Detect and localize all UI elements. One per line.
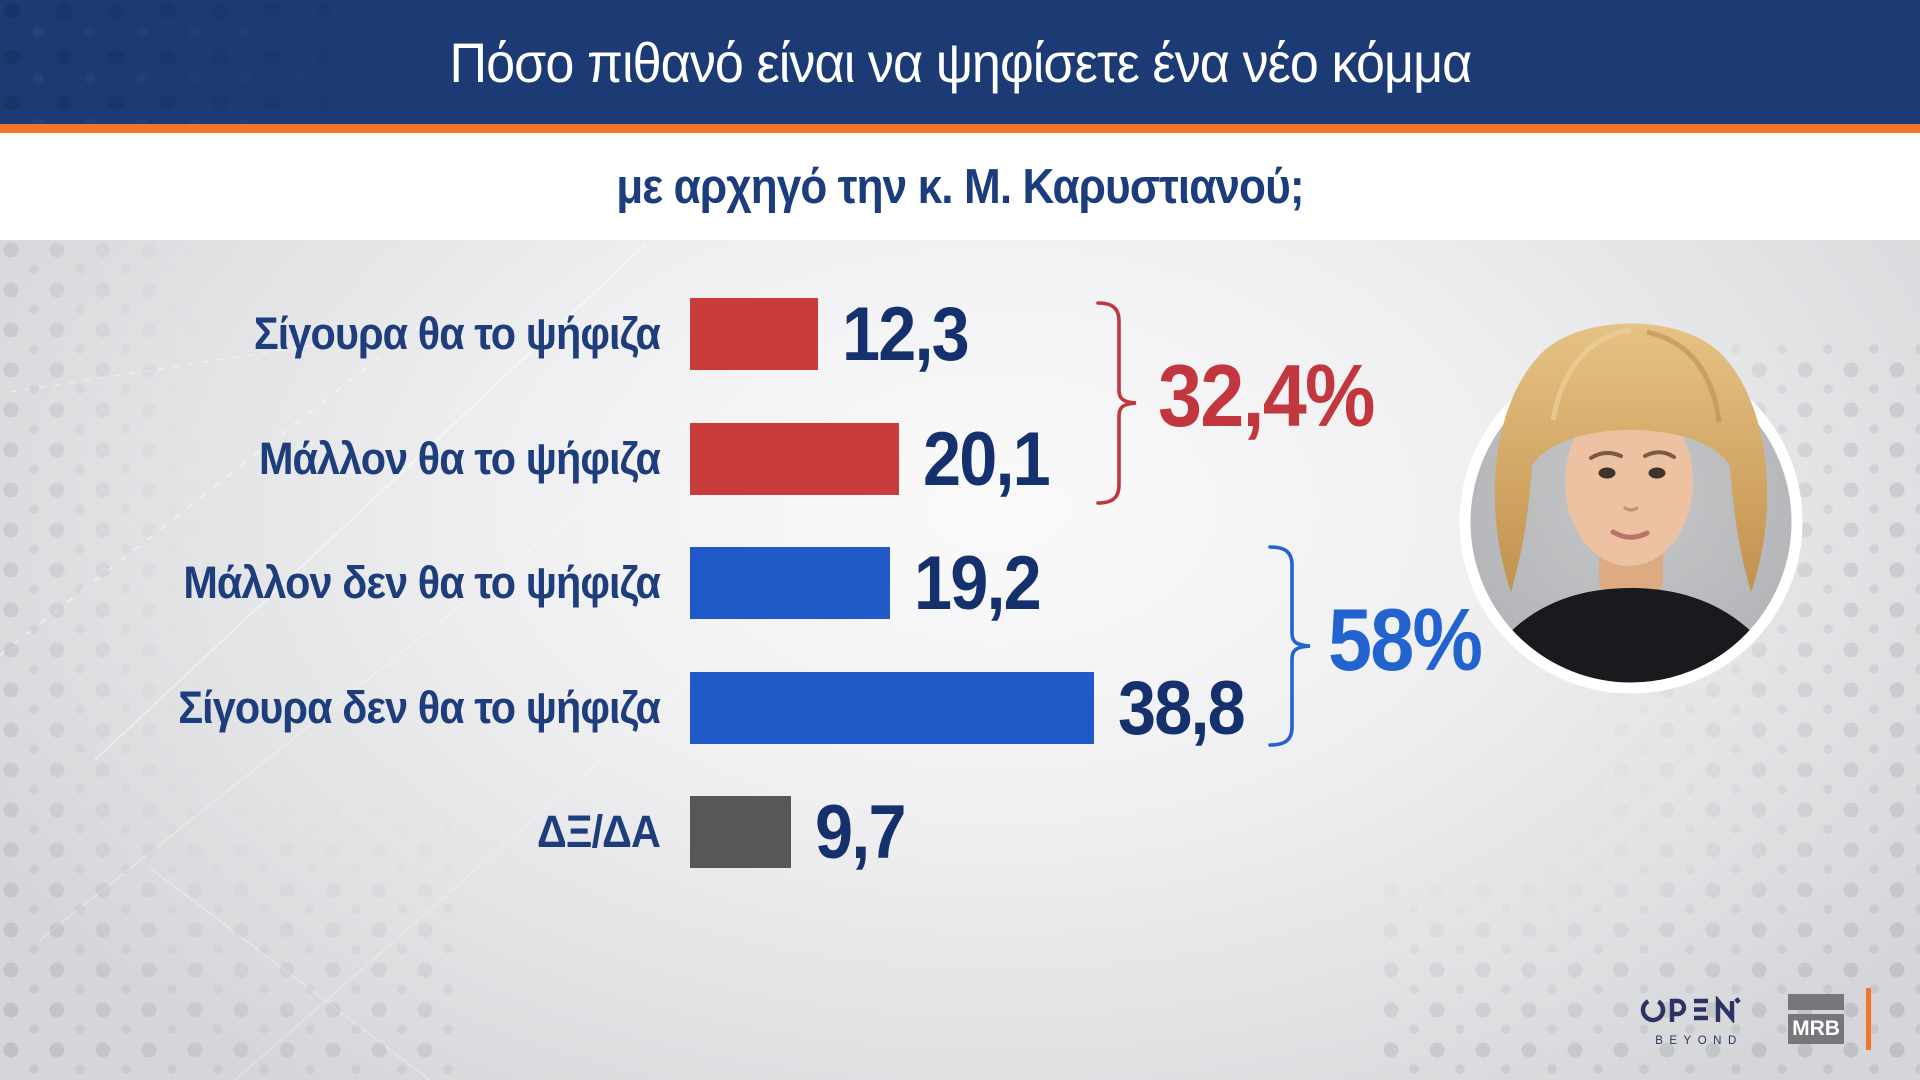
bar-value: 20,1 xyxy=(923,416,1051,502)
chart-row: Σίγουρα δεν θα το ψήφιζα 38,8 xyxy=(0,666,1920,751)
bar xyxy=(690,423,899,495)
portrait-photo xyxy=(1441,270,1821,700)
chart-row: Μάλλον δεν θα το ψήφιζα 19,2 xyxy=(0,541,1920,626)
mrb-logo-bar xyxy=(1788,994,1844,1010)
bar-label: ΔΞ/ΔΑ xyxy=(537,806,661,857)
chart-row: Σίγουρα θα το ψήφιζα 12,3 xyxy=(0,292,1920,377)
orange-divider xyxy=(0,124,1920,133)
bar-value: 19,2 xyxy=(914,540,1042,626)
group-total-would-vote: 32,4% xyxy=(1158,346,1375,445)
open-logo-beyond: BEYOND xyxy=(1655,1035,1743,1047)
page-title: Πόσο πιθανό είναι να ψηφίσετε ένα νέο κό… xyxy=(449,30,1472,94)
bar-value: 38,8 xyxy=(1118,665,1246,751)
bar-label: Μάλλον δεν θα το ψήφιζα xyxy=(183,557,661,608)
mrb-logo: MRB xyxy=(1788,994,1844,1044)
group-total-would-not-vote: 58% xyxy=(1328,590,1483,689)
bar-label: Σίγουρα θα το ψήφιζα xyxy=(253,308,661,359)
bar-value: 12,3 xyxy=(842,291,970,377)
bar-label: Μάλλον θα το ψήφιζα xyxy=(258,433,661,484)
bar xyxy=(690,298,818,370)
bar-label: Σίγουρα δεν θα το ψήφιζα xyxy=(178,682,661,733)
mrb-logo-text: MRB xyxy=(1788,1014,1844,1044)
footer-logos: BEYOND MRB xyxy=(1640,988,1890,1060)
orange-tick xyxy=(1866,988,1871,1050)
open-logo-glyphs xyxy=(1640,994,1741,1025)
open-logo: BEYOND xyxy=(1640,994,1752,1047)
header-bar: Πόσο πιθανό είναι να ψηφίσετε ένα νέο κό… xyxy=(0,0,1920,124)
chart-row: ΔΞ/ΔΑ 9,7 xyxy=(0,790,1920,875)
chart-row: Μάλλον θα το ψήφιζα 20,1 xyxy=(0,417,1920,502)
bar xyxy=(690,796,791,868)
bar-value: 9,7 xyxy=(815,789,906,875)
bar xyxy=(690,672,1094,744)
subtitle-band: με αρχηγό την κ. Μ. Καρυστιανού; xyxy=(0,133,1920,240)
bar xyxy=(690,547,890,619)
chart-area: Σίγουρα θα το ψήφιζα 12,3 Μάλλον θα το ψήφ… xyxy=(0,240,1920,1080)
subtitle: με αρχηγό την κ. Μ. Καρυστιανού; xyxy=(616,159,1304,214)
